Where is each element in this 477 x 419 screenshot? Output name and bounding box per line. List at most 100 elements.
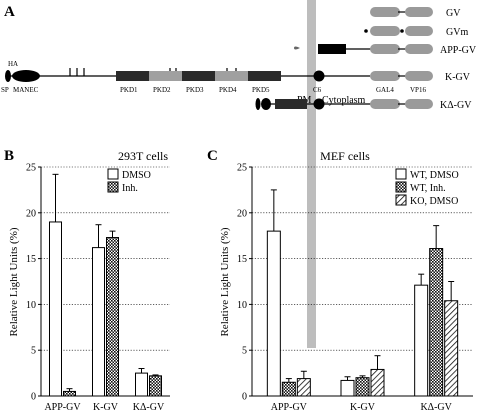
y-tick-label: 15: [237, 254, 247, 265]
plasma-membrane-bar: [307, 0, 316, 348]
bar: [355, 377, 370, 397]
y-tick-label: 10: [26, 300, 36, 311]
bar: [340, 379, 355, 397]
legend-swatch: [395, 168, 407, 180]
panel-c-title: MEF cells: [320, 149, 370, 163]
x-tick-label: APP-GV: [44, 402, 81, 413]
bar: [444, 300, 459, 397]
x-tick-label: K-GV: [93, 402, 119, 413]
legend-swatch: [395, 181, 407, 193]
panel-b-ylabel: Relative Light Units (%): [8, 227, 20, 336]
sp-domain: [5, 70, 11, 82]
domain-label-pkd3: PKD3: [186, 86, 204, 94]
c6-domain: [313, 70, 325, 82]
construct-label-gv: GV: [446, 8, 461, 19]
c6-domain: [313, 98, 325, 110]
construct-gv: GV: [370, 7, 461, 19]
legend-swatch: [107, 168, 119, 180]
domain-label-ha: HA: [8, 60, 18, 68]
y-tick-label: 25: [237, 163, 247, 174]
domain-label-pkd1: PKD1: [120, 86, 138, 94]
construct-label-app-gv: APP-GV: [440, 45, 477, 56]
y-tick-label: 15: [26, 254, 36, 265]
x-tick-label: KΔ-GV: [420, 402, 452, 413]
domain-label-manec: MANEC: [13, 86, 39, 94]
y-tick-label: 20: [237, 208, 247, 219]
gal4-domain: [370, 7, 400, 17]
pkd5-domain: [248, 71, 281, 81]
construct-gvm: GVm: [364, 26, 468, 38]
gal4-domain: [370, 71, 400, 81]
sp-domain: [255, 98, 261, 110]
y-tick-label: 25: [26, 163, 36, 174]
bar: [281, 381, 296, 397]
domain-label-sp: SP: [1, 86, 9, 94]
bar: [429, 248, 444, 397]
pkd5-domain: [275, 99, 307, 109]
panel-b: B 293T cells Relative Light Units (%) 0 5…: [4, 148, 170, 413]
signal-peptide: [294, 46, 300, 50]
panel-a: A PM Cytoplasm GV GVm APP-GV: [1, 0, 477, 348]
vp16-domain: [405, 99, 433, 109]
panel-c-letter: C: [207, 148, 218, 164]
panel-b-title: 293T cells: [118, 149, 168, 163]
construct-kdelta-gv: KΔ-GV: [255, 98, 472, 111]
pkd2-domain: [149, 71, 182, 81]
construct-label-kdelta-gv: KΔ-GV: [440, 100, 472, 111]
construct-app-gv: APP-GV: [294, 44, 477, 56]
domain-label-pkd5: PKD5: [252, 86, 270, 94]
x-tick-label: KΔ-GV: [133, 402, 165, 413]
bar: [296, 378, 311, 397]
y-tick-label: 5: [31, 346, 36, 357]
manec-domain: [12, 70, 40, 82]
domain-label-c6: C6: [313, 86, 322, 94]
y-tick-label: 0: [242, 392, 247, 403]
legend-label: KO, DMSO: [410, 196, 458, 207]
construct-label-k-gv: K-GV: [445, 72, 471, 83]
y-tick-label: 5: [242, 346, 247, 357]
bar: [106, 237, 119, 397]
construct-label-gvm: GVm: [446, 27, 468, 38]
y-tick-label: 20: [26, 208, 36, 219]
bar: [266, 230, 281, 397]
gal4-domain: [370, 26, 400, 36]
bar: [135, 372, 148, 397]
gal4-domain: [370, 99, 400, 109]
domain-label-gal4: GAL4: [376, 86, 394, 94]
panel-a-letter: A: [4, 4, 15, 20]
domain-label-vp16: VP16: [410, 86, 426, 94]
legend-swatch: [395, 194, 407, 206]
vp16-domain: [405, 71, 433, 81]
panel-b-letter: B: [4, 148, 14, 164]
vp16-domain: [405, 7, 433, 17]
domain-label-pkd4: PKD4: [219, 86, 237, 94]
vp16-domain: [405, 26, 433, 36]
pkd4-domain: [215, 71, 248, 81]
bar: [370, 368, 385, 397]
x-tick-label: APP-GV: [271, 402, 308, 413]
panel-c-ylabel: Relative Light Units (%): [219, 227, 231, 336]
app-domain: [318, 44, 346, 54]
y-tick-label: 10: [237, 300, 247, 311]
bar: [63, 390, 76, 397]
bar: [149, 375, 162, 397]
domain-label-pkd2: PKD2: [153, 86, 171, 94]
pkd1-domain: [116, 71, 149, 81]
pkd3-domain: [182, 71, 215, 81]
legend-label: WT, Inh.: [410, 183, 446, 194]
bar: [92, 247, 105, 397]
legend-swatch: [107, 181, 119, 193]
construct-k-gv: K-GV SP HA MANEC PKD1 PKD2 PKD3 PKD4 PKD…: [1, 60, 471, 94]
vp16-domain: [405, 44, 433, 54]
panel-c: C MEF cells Relative Light Units (%) 0 5 1…: [207, 148, 473, 413]
legend-label: WT, DMSO: [410, 170, 459, 181]
gal4-domain: [370, 44, 400, 54]
cytoplasm-label: Cytoplasm: [322, 95, 366, 106]
x-tick-label: K-GV: [350, 402, 376, 413]
legend-label: DMSO: [122, 170, 151, 181]
bar: [414, 284, 429, 397]
bar: [49, 221, 62, 397]
y-tick-label: 0: [31, 392, 36, 403]
legend-label: Inh.: [122, 183, 138, 194]
